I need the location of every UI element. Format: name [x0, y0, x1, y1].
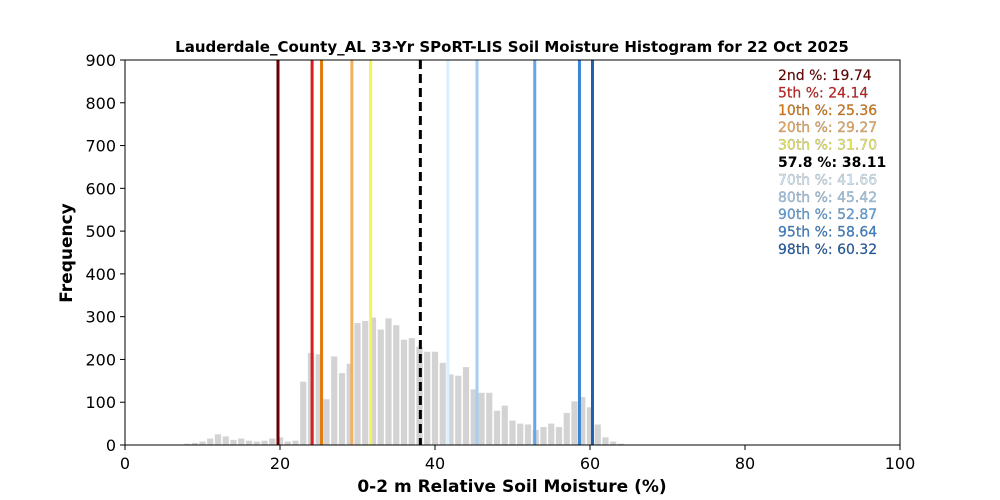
histogram-bar: [284, 441, 291, 445]
histogram-bar: [238, 438, 245, 445]
legend-entry: 80th %: 45.42: [778, 190, 877, 206]
y-tick-label: 800: [85, 94, 116, 113]
histogram-bar: [493, 410, 501, 445]
histogram-bar: [377, 329, 384, 445]
legend-entry: 70th %: 41.66: [778, 172, 877, 188]
y-tick-label: 900: [85, 51, 116, 70]
x-tick-label: 0: [120, 454, 130, 473]
histogram-bar: [602, 437, 609, 445]
histogram-bar: [393, 325, 400, 445]
x-axis: 0 20 40 60 80 100: [120, 445, 915, 473]
histogram-bar: [199, 441, 206, 445]
y-tick-label: 100: [85, 393, 116, 412]
histogram-bar: [586, 407, 594, 445]
x-tick-label: 20: [270, 454, 290, 473]
histogram-bar: [617, 443, 625, 445]
histogram-bar: [439, 362, 446, 445]
histogram-bar: [408, 338, 415, 445]
y-tick-label: 200: [85, 350, 116, 369]
chart-title: Lauderdale_County_AL 33-Yr SPoRT-LIS Soi…: [175, 38, 849, 56]
legend-entry: 98th %: 60.32: [778, 242, 877, 258]
histogram-bar: [245, 440, 253, 445]
histogram-bar: [385, 318, 392, 445]
histogram-bar: [292, 440, 299, 445]
histogram-bar: [331, 356, 338, 445]
histogram-bar: [424, 351, 431, 445]
legend-entry: 30th %: 31.70: [778, 138, 877, 154]
histogram-bar: [191, 442, 198, 445]
histogram-bar: [354, 323, 361, 445]
histogram-bar: [563, 412, 570, 445]
y-tick-label: 600: [85, 179, 116, 198]
histogram-bar: [501, 405, 508, 445]
y-tick-label: 300: [85, 308, 116, 327]
histogram-bar: [579, 397, 586, 445]
bars-layer: [183, 317, 625, 445]
histogram-bar: [230, 439, 237, 445]
histogram-bar: [470, 389, 477, 445]
histogram-bar: [315, 354, 322, 445]
y-axis-label: Frequency: [57, 203, 77, 303]
histogram-bar: [486, 392, 493, 445]
x-tick-label: 40: [425, 454, 445, 473]
x-tick-label: 80: [735, 454, 755, 473]
x-axis-label: 0-2 m Relative Soil Moisture (%): [357, 477, 666, 497]
histogram-bar: [447, 374, 454, 445]
histogram-bar: [431, 351, 439, 445]
y-tick-label: 500: [85, 222, 116, 241]
percentile-lines-layer: [276, 60, 594, 445]
histogram-bar: [478, 392, 485, 445]
histogram-bar: [276, 437, 284, 445]
histogram-bar: [261, 440, 268, 445]
y-tick-label: 0: [106, 436, 116, 455]
x-tick-label: 60: [580, 454, 600, 473]
histogram-bar: [346, 363, 353, 445]
histogram-bar: [462, 367, 470, 445]
plot-frame: [124, 59, 901, 446]
histogram-bar: [253, 441, 260, 445]
histogram-bar: [548, 423, 555, 445]
histogram-bar: [610, 441, 617, 445]
histogram-bar: [362, 320, 369, 445]
histogram-bar: [207, 438, 214, 445]
legend-entry: 90th %: 52.87: [778, 207, 877, 223]
histogram-bar: [416, 346, 423, 445]
legend-entry: 10th %: 25.36: [778, 103, 877, 119]
histogram-bar: [555, 427, 563, 445]
legend-entry: 5th %: 24.14: [778, 85, 868, 101]
histogram-bar: [509, 420, 516, 445]
histogram-bar: [400, 339, 408, 445]
legend-entry: 2nd %: 19.74: [778, 68, 872, 84]
histogram-bar: [183, 443, 191, 445]
x-tick-label: 100: [885, 454, 916, 473]
histogram-bar: [369, 317, 377, 445]
histogram-bar: [517, 423, 524, 445]
y-tick-label: 700: [85, 137, 116, 156]
histogram-bar: [524, 424, 532, 445]
histogram-bar: [540, 427, 547, 445]
legend-entry: 20th %: 29.27: [778, 120, 877, 136]
histogram-bar: [594, 424, 601, 445]
histogram-bar: [300, 381, 307, 445]
histogram-bar: [323, 399, 330, 445]
histogram-bar: [338, 373, 346, 445]
legend-entry: 57.8 %: 38.11: [778, 155, 886, 171]
histogram-bar: [214, 434, 222, 445]
histogram-bar: [571, 401, 578, 445]
y-tick-label: 400: [85, 265, 116, 284]
histogram-bar: [269, 438, 276, 445]
histogram-bar: [222, 436, 229, 445]
y-axis: 0 100 200 300 400 500 600 700 800 900: [85, 51, 125, 455]
legend-entry: 95th %: 58.64: [778, 225, 877, 241]
histogram-bar: [455, 375, 462, 445]
